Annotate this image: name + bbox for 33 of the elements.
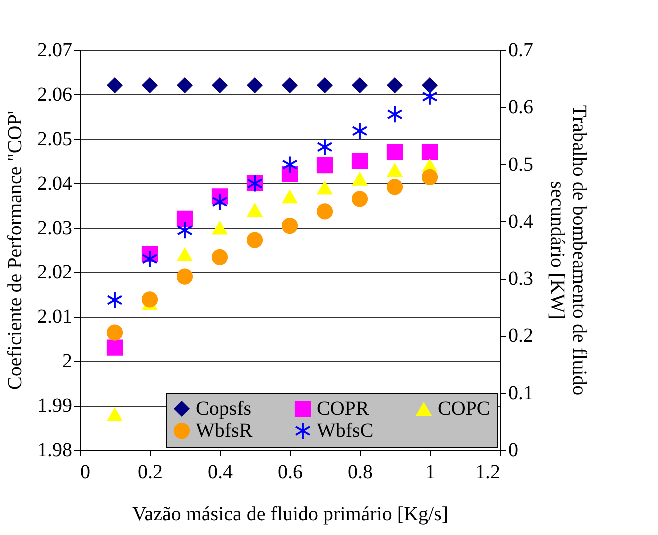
y-tick-label: 2.07 [38,40,72,62]
y2-tick-label: 0.1 [508,382,534,404]
y-tick-label: 2 [62,350,72,373]
y-tick-label: 1.98 [38,440,72,462]
y2-axis-title: Trabalho de bombeamento de fluido secundário [KW] [546,105,590,396]
y-tick-label: 2.02 [38,262,72,284]
y-tick-label: 2.06 [38,84,72,106]
y2-tick-label: 0.5 [508,154,534,176]
y-tick-label: 2.05 [38,128,72,150]
x-tick-label: 1 [426,462,436,484]
y-tick-label: 2.01 [38,306,72,328]
y-axis-title: Coeficiente de Performance "COP' [4,111,26,390]
y-tick-label: 2.03 [38,217,72,240]
x-axis-title: Vazão másica de fluido primário [Kg/s] [132,504,449,526]
y-tick-label: 2.04 [38,172,72,195]
y2-tick-label: 0.2 [508,325,534,348]
x-tick-label: 1.2 [476,462,500,484]
x-tick-label: 0.4 [208,462,233,484]
x-tick-label: 0.2 [138,462,163,484]
x-tick-label: 0.8 [348,462,373,484]
y2-tick-label: 0 [508,440,518,462]
legend-label: Copsfs [196,398,252,420]
x-tick-label: 0.6 [278,462,303,484]
legend-label: COPC [438,398,490,420]
y2-tick-label: 0.7 [508,40,534,62]
y2-tick-label: 0.4 [508,210,534,233]
y-tick-label: 1.99 [38,395,72,418]
legend-label: WbfsR [196,420,254,442]
y2-tick-label: 0.3 [508,268,534,290]
y2-tick-label: 0.6 [508,96,534,119]
legend-label: COPR [317,398,370,420]
legend-label: WbfsC [317,420,374,442]
x-tick-label: 0 [80,462,90,484]
